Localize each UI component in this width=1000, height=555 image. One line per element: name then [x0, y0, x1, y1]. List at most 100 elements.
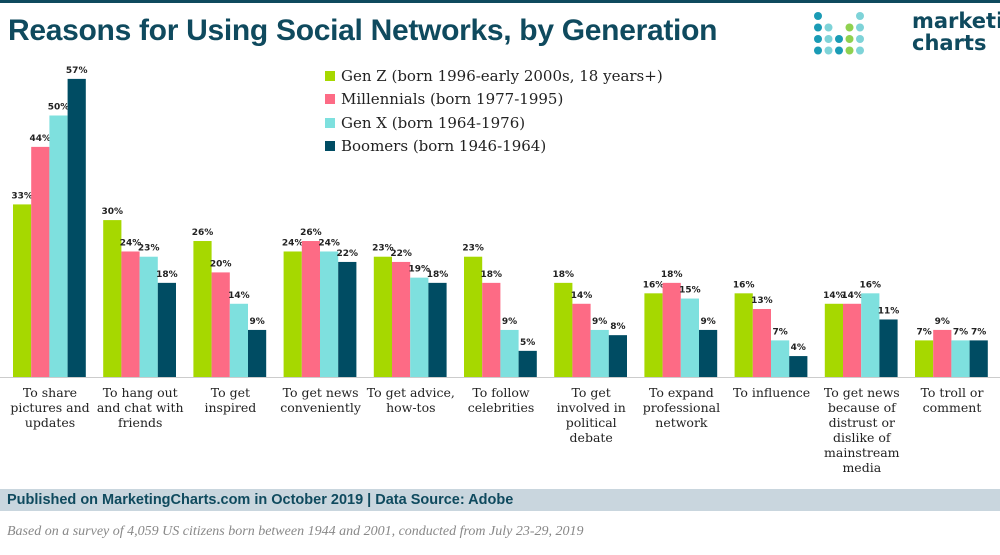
- data-label: 23%: [138, 244, 160, 254]
- data-label: 16%: [860, 280, 882, 290]
- data-label: 23%: [462, 244, 484, 254]
- logo-dot: [856, 12, 864, 20]
- logo-line2: charts: [912, 31, 987, 55]
- bar: [428, 282, 447, 377]
- legend-swatch: [325, 70, 335, 81]
- data-label: 50%: [48, 103, 70, 113]
- legend-label: Boomers (born 1946-1964): [341, 137, 547, 156]
- data-label: 16%: [643, 280, 665, 290]
- category-label: To influence: [733, 385, 811, 400]
- data-label: 9%: [592, 317, 607, 327]
- bar: [392, 261, 411, 377]
- logo-dot: [824, 23, 833, 32]
- data-label: 18%: [427, 270, 449, 280]
- category-label: To get news conveniently: [280, 385, 361, 415]
- bar: [752, 309, 771, 377]
- data-label: 24%: [282, 238, 304, 248]
- data-label: 9%: [502, 317, 517, 327]
- logo-dot: [856, 23, 864, 32]
- data-label: 33%: [11, 191, 33, 201]
- logo-dot: [824, 35, 833, 43]
- data-label: 26%: [192, 228, 214, 238]
- bar: [879, 319, 898, 377]
- legend-swatch: [325, 141, 335, 152]
- logo-dot: [845, 23, 854, 32]
- footer-band: [0, 489, 1000, 511]
- logo-line1: marketing: [912, 9, 1000, 33]
- bar: [699, 329, 718, 377]
- bar: [915, 340, 934, 377]
- data-label: 13%: [751, 296, 773, 306]
- data-label: 7%: [772, 327, 787, 337]
- bar: [193, 241, 212, 377]
- legend-label: Gen Z (born 1996-early 2000s, 18 years+): [341, 66, 663, 85]
- logo-dot: [814, 23, 822, 32]
- data-label: 20%: [210, 259, 232, 269]
- legend-item: Gen X (born 1964-1976): [325, 111, 663, 135]
- bar: [861, 293, 880, 377]
- bar: [590, 329, 609, 377]
- bar: [969, 340, 988, 377]
- legend-swatch: [325, 117, 335, 128]
- bar: [283, 251, 302, 377]
- survey-note: Based on a survey of 4,059 US citizens b…: [7, 524, 584, 539]
- data-label: 14%: [571, 291, 593, 301]
- bar: [734, 293, 753, 377]
- bar: [662, 282, 681, 377]
- logo-dot: [835, 46, 843, 55]
- data-label: 9%: [700, 317, 715, 327]
- bar: [500, 329, 519, 377]
- data-label: 14%: [841, 291, 863, 301]
- data-label: 18%: [156, 270, 178, 280]
- logo-dot: [845, 46, 854, 55]
- bar: [229, 303, 248, 377]
- bar: [789, 356, 808, 377]
- marketingcharts-logo: marketingcharts: [812, 10, 1000, 60]
- logo-dot: [814, 12, 822, 20]
- top-rule: [0, 0, 1000, 3]
- data-label: 14%: [823, 291, 845, 301]
- data-label: 24%: [318, 238, 340, 248]
- data-label: 44%: [30, 134, 52, 144]
- category-label: To get involved in political debate: [556, 385, 626, 445]
- data-label: 4%: [791, 343, 806, 353]
- bar: [482, 282, 501, 377]
- bar: [248, 329, 267, 377]
- legend-item: Millennials (born 1977-1995): [325, 88, 663, 112]
- data-label: 24%: [120, 238, 142, 248]
- data-label: 7%: [971, 327, 986, 337]
- data-label: 14%: [228, 291, 250, 301]
- published-source: Published on MarketingCharts.com in Octo…: [7, 492, 514, 508]
- chart-title: Reasons for Using Social Networks, by Ge…: [8, 14, 718, 47]
- bar: [301, 241, 320, 377]
- bar: [554, 282, 573, 377]
- bar: [518, 350, 537, 377]
- logo-dot: [856, 46, 864, 55]
- logo-dot: [824, 46, 833, 55]
- bar: [373, 256, 392, 377]
- bar: [338, 261, 357, 377]
- bar: [644, 293, 663, 377]
- category-label: To get advice, how-tos: [366, 385, 455, 415]
- bar: [103, 220, 122, 377]
- bar: [771, 340, 790, 377]
- bar: [464, 256, 483, 377]
- legend-label: Millennials (born 1977-1995): [341, 90, 564, 109]
- data-label: 57%: [66, 66, 88, 76]
- legend: Gen Z (born 1996-early 2000s, 18 years+)…: [325, 64, 663, 158]
- data-label: 7%: [916, 327, 931, 337]
- data-label: 19%: [409, 265, 431, 275]
- data-label: 16%: [733, 280, 755, 290]
- category-label: To get inspired: [204, 385, 257, 415]
- bar: [139, 256, 158, 377]
- bar: [211, 272, 230, 377]
- bar: [843, 303, 862, 377]
- data-label: 15%: [679, 286, 701, 296]
- bar-chart: 33%44%50%57%30%24%23%18%26%20%14%9%24%26…: [0, 66, 1000, 378]
- data-label: 18%: [481, 270, 503, 280]
- legend-swatch: [325, 94, 335, 105]
- bar: [680, 298, 699, 377]
- bar: [49, 115, 68, 377]
- data-label: 22%: [390, 249, 412, 259]
- legend-item: Boomers (born 1946-1964): [325, 135, 663, 159]
